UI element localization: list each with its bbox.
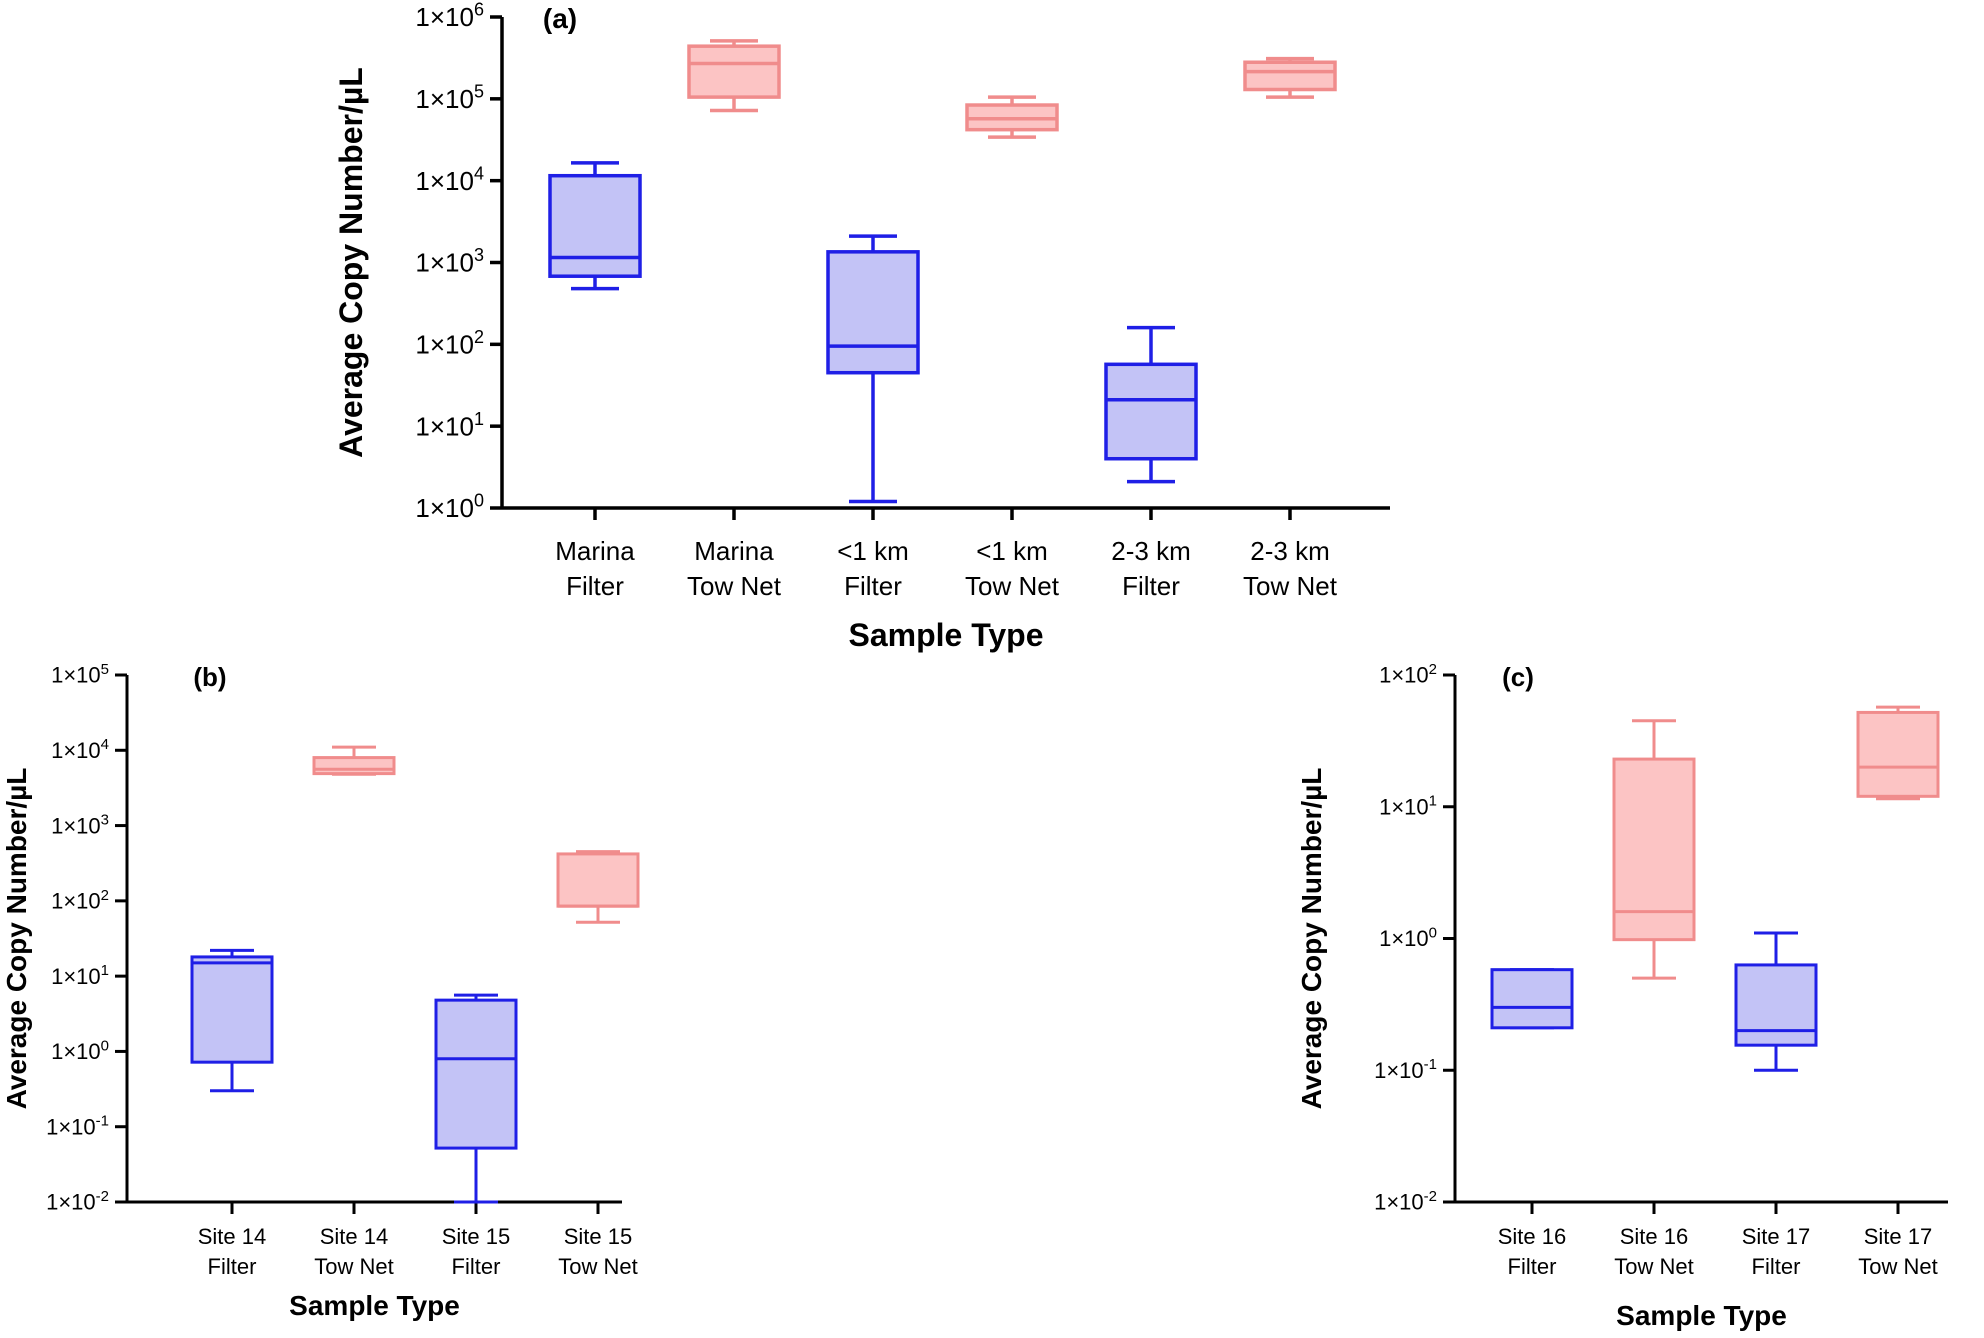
x-tick-label-line1: <1 km bbox=[837, 536, 909, 566]
x-tick-label-line2: Tow Net bbox=[558, 1254, 637, 1279]
x-tick-label-line1: 2-3 km bbox=[1111, 536, 1190, 566]
box-townet: Site 17 Tow Net bbox=[1856, 705, 1940, 1279]
x-tick-label-line1: Marina bbox=[694, 536, 774, 566]
x-tick-label-line2: Filter bbox=[1122, 571, 1180, 601]
y-tick-label: 1×101 bbox=[415, 409, 484, 441]
x-axis-title: Sample Type bbox=[289, 1290, 460, 1321]
panel-a: 1×100 1×101 1×102 1×103 1×104 1×105 1×106 (a) Av… bbox=[333, 0, 1390, 653]
x-tick-label-line1: Site 16 bbox=[1620, 1224, 1689, 1249]
box-filter: Site 15 Filter bbox=[434, 993, 518, 1279]
x-tick-label-line2: Tow Net bbox=[1614, 1254, 1693, 1279]
box-iqr bbox=[1104, 362, 1198, 461]
panel-b: 1×10-2 1×10-1 1×100 1×101 1×102 1×103 1×104 1×1… bbox=[1, 661, 640, 1321]
box-iqr bbox=[312, 756, 396, 776]
box-filter: Site 16 Filter bbox=[1490, 968, 1574, 1279]
x-tick-label-line1: Site 16 bbox=[1498, 1224, 1567, 1249]
x-tick-label-line2: Filter bbox=[844, 571, 902, 601]
y-tick-label: 1×101 bbox=[1379, 793, 1437, 820]
box-filter: <1 km Filter bbox=[826, 234, 920, 601]
y-tick-label: 1×10-1 bbox=[1374, 1056, 1437, 1083]
box-townet: 2-3 km Tow Net bbox=[1243, 56, 1338, 601]
x-tick-label-line2: Filter bbox=[566, 571, 624, 601]
box-filter: Site 17 Filter bbox=[1734, 931, 1818, 1279]
box-iqr bbox=[687, 44, 781, 99]
box-iqr bbox=[548, 173, 642, 278]
y-tick-label: 1×105 bbox=[415, 82, 484, 114]
panel-label: (a) bbox=[543, 3, 577, 34]
y-tick-label: 1×102 bbox=[415, 327, 484, 359]
box-iqr bbox=[826, 250, 920, 375]
x-tick-label-line2: Filter bbox=[208, 1254, 257, 1279]
y-tick-label: 1×101 bbox=[51, 962, 109, 989]
y-tick-label: 1×100 bbox=[51, 1037, 109, 1064]
x-tick-label-line2: Filter bbox=[1508, 1254, 1557, 1279]
x-tick-label-line1: <1 km bbox=[976, 536, 1048, 566]
x-axis-title: Sample Type bbox=[1616, 1300, 1787, 1331]
x-tick-label-line2: Tow Net bbox=[1858, 1254, 1937, 1279]
x-tick-label-line2: Filter bbox=[1752, 1254, 1801, 1279]
panel-label: (b) bbox=[193, 662, 226, 692]
panel-label: (c) bbox=[1502, 662, 1534, 692]
box-townet: Site 15 Tow Net bbox=[556, 850, 640, 1279]
x-tick-label-line2: Filter bbox=[452, 1254, 501, 1279]
x-tick-label-line1: 2-3 km bbox=[1250, 536, 1329, 566]
x-tick-label-line2: Tow Net bbox=[1243, 571, 1338, 601]
box-townet: Marina Tow Net bbox=[687, 39, 782, 601]
box-iqr bbox=[556, 852, 640, 908]
y-axis-title: Average Copy Number/µL bbox=[333, 67, 369, 458]
box-townet: <1 km Tow Net bbox=[965, 95, 1060, 601]
box-townet: Site 16 Tow Net bbox=[1612, 719, 1696, 1279]
y-tick-label: 1×105 bbox=[51, 661, 109, 688]
box-iqr bbox=[1490, 968, 1574, 1030]
x-tick-label-line1: Site 15 bbox=[442, 1224, 511, 1249]
box-iqr bbox=[1856, 710, 1940, 798]
y-axis-title: Average Copy Number/µL bbox=[1, 768, 32, 1110]
y-axis-title: Average Copy Number/µL bbox=[1296, 768, 1327, 1110]
box-iqr bbox=[434, 998, 518, 1150]
x-tick-label-line1: Site 14 bbox=[198, 1224, 267, 1249]
y-tick-label: 1×102 bbox=[1379, 661, 1437, 688]
y-tick-label: 1×10-2 bbox=[1374, 1188, 1437, 1215]
y-tick-label: 1×10-1 bbox=[46, 1113, 109, 1140]
box-iqr bbox=[1612, 757, 1696, 942]
y-tick-label: 1×103 bbox=[51, 811, 109, 838]
x-tick-label-line2: Tow Net bbox=[965, 571, 1060, 601]
x-tick-label-line1: Site 15 bbox=[564, 1224, 633, 1249]
y-tick-label: 1×104 bbox=[51, 736, 109, 763]
box-iqr bbox=[1243, 60, 1337, 92]
x-tick-label-line1: Site 17 bbox=[1864, 1224, 1933, 1249]
y-tick-label: 1×106 bbox=[415, 0, 484, 32]
x-tick-label-line2: Tow Net bbox=[314, 1254, 393, 1279]
box-iqr bbox=[190, 955, 274, 1064]
x-tick-label-line1: Site 17 bbox=[1742, 1224, 1811, 1249]
box-filter: 2-3 km Filter bbox=[1104, 325, 1198, 601]
y-tick-label: 1×104 bbox=[415, 163, 484, 195]
y-tick-label: 1×103 bbox=[415, 245, 484, 277]
box-townet: Site 14 Tow Net bbox=[312, 745, 396, 1279]
box-iqr bbox=[1734, 963, 1818, 1047]
x-tick-label-line1: Marina bbox=[555, 536, 635, 566]
panel-c: 1×10-2 1×10-1 1×100 1×101 1×102 (c) Average Co… bbox=[1296, 661, 1948, 1331]
y-tick-label: 1×100 bbox=[1379, 924, 1437, 951]
x-axis-title: Sample Type bbox=[848, 617, 1043, 653]
box-filter: Marina Filter bbox=[548, 161, 642, 601]
x-tick-label-line2: Tow Net bbox=[687, 571, 782, 601]
y-tick-label: 1×10-2 bbox=[46, 1188, 109, 1215]
x-tick-label-line1: Site 14 bbox=[320, 1224, 389, 1249]
y-tick-label: 1×102 bbox=[51, 887, 109, 914]
y-tick-label: 1×100 bbox=[415, 491, 484, 523]
box-filter: Site 14 Filter bbox=[190, 948, 274, 1279]
